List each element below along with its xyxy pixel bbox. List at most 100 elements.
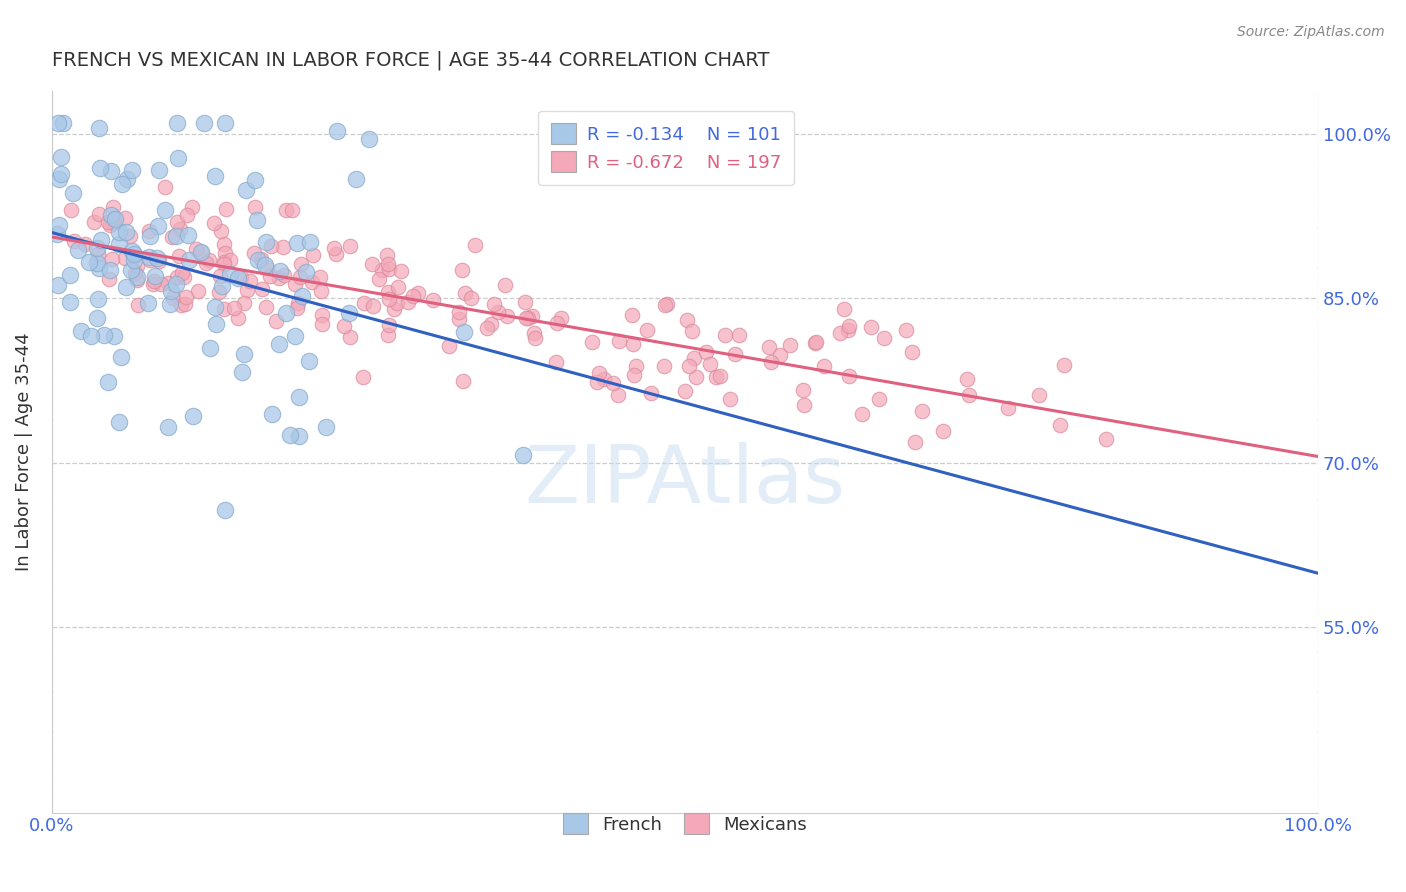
Point — [290, 257, 312, 271]
Point — [87, 120, 110, 135]
Point — [585, 376, 607, 390]
Point — [231, 366, 253, 380]
Point — [588, 366, 610, 380]
Point — [104, 212, 127, 227]
Point — [204, 318, 226, 332]
Point — [759, 355, 782, 369]
Point — [243, 172, 266, 186]
Point — [101, 201, 124, 215]
Point — [48, 277, 70, 292]
Point — [51, 116, 73, 130]
Point — [758, 340, 780, 354]
Point — [636, 323, 658, 337]
Point — [804, 336, 827, 351]
Point — [243, 245, 266, 260]
Point — [177, 253, 200, 268]
Point — [333, 319, 356, 334]
Point — [278, 428, 301, 442]
Point — [156, 420, 179, 434]
Point — [108, 237, 131, 252]
Point — [451, 374, 474, 388]
Point — [859, 319, 882, 334]
Point — [494, 277, 516, 292]
Point — [406, 285, 429, 300]
Point — [247, 253, 270, 268]
Point — [673, 384, 696, 398]
Point — [709, 368, 731, 383]
Point — [460, 291, 482, 305]
Point — [450, 263, 472, 277]
Point — [620, 309, 643, 323]
Point — [280, 202, 302, 217]
Point — [291, 289, 314, 303]
Point — [260, 239, 283, 253]
Point — [166, 269, 188, 284]
Point — [851, 407, 873, 421]
Point — [315, 420, 337, 434]
Point — [122, 252, 145, 267]
Point — [269, 271, 291, 285]
Point — [454, 286, 477, 301]
Point — [655, 296, 678, 310]
Point — [86, 241, 108, 255]
Point — [98, 218, 121, 232]
Point — [868, 392, 890, 406]
Point — [235, 183, 257, 197]
Point — [87, 293, 110, 307]
Point — [602, 376, 624, 391]
Point — [114, 211, 136, 226]
Point — [323, 241, 346, 255]
Point — [361, 257, 384, 271]
Point — [48, 171, 70, 186]
Point — [298, 235, 321, 249]
Point — [624, 359, 647, 373]
Point — [167, 249, 190, 263]
Point — [125, 269, 148, 284]
Point — [173, 297, 195, 311]
Point — [449, 311, 471, 326]
Point — [546, 317, 568, 331]
Point — [169, 222, 191, 236]
Point — [229, 269, 252, 284]
Point — [108, 415, 131, 429]
Point — [86, 311, 108, 326]
Point — [100, 208, 122, 222]
Point — [904, 434, 927, 449]
Point — [309, 270, 332, 285]
Point — [156, 276, 179, 290]
Point — [127, 297, 149, 311]
Point — [186, 242, 208, 256]
Point — [370, 262, 392, 277]
Point — [127, 260, 149, 274]
Point — [276, 202, 298, 217]
Point — [377, 248, 399, 262]
Point — [517, 311, 540, 326]
Point — [378, 292, 401, 306]
Point — [209, 223, 232, 237]
Point — [118, 229, 141, 244]
Point — [160, 285, 183, 299]
Point — [1095, 432, 1118, 446]
Point — [387, 279, 409, 293]
Point — [45, 227, 67, 242]
Point — [110, 350, 132, 364]
Point — [148, 253, 170, 268]
Point — [515, 295, 537, 310]
Point — [699, 357, 721, 371]
Point — [250, 252, 273, 267]
Text: Source: ZipAtlas.com: Source: ZipAtlas.com — [1237, 25, 1385, 39]
Point — [214, 502, 236, 516]
Point — [218, 268, 240, 282]
Point — [103, 212, 125, 227]
Point — [695, 344, 717, 359]
Point — [475, 321, 498, 335]
Point — [97, 375, 120, 389]
Point — [212, 301, 235, 316]
Point — [214, 257, 236, 271]
Point — [187, 284, 209, 298]
Point — [453, 325, 475, 339]
Point — [48, 219, 70, 233]
Point — [359, 131, 381, 145]
Point — [148, 162, 170, 177]
Text: ZIPAtlas: ZIPAtlas — [524, 442, 845, 519]
